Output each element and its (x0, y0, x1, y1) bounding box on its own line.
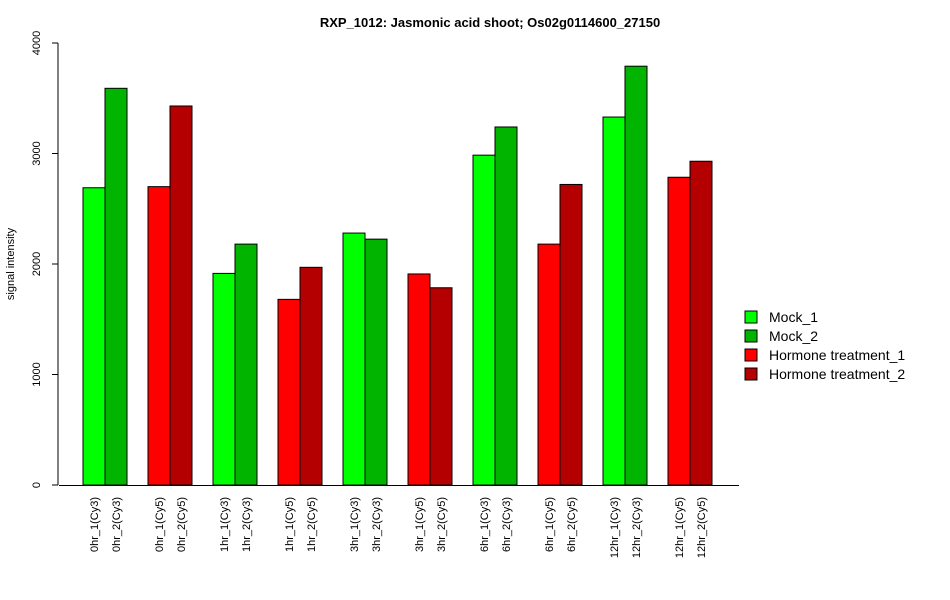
x-tick-label: 1hr_2(Cy3) (241, 497, 253, 552)
y-tick-label: 3000 (31, 141, 43, 165)
legend-label: Hormone treatment_2 (769, 366, 905, 382)
x-tick-label: 3hr_1(Cy3) (349, 497, 361, 552)
legend-label: Hormone treatment_1 (769, 347, 905, 363)
x-tick-label: 12hr_2(Cy3) (631, 497, 643, 558)
x-tick-label: 12hr_1(Cy5) (674, 497, 686, 558)
bar (667, 176, 691, 486)
bars-group (82, 65, 713, 486)
legend-label: Mock_1 (769, 309, 818, 325)
bar (147, 186, 171, 486)
bar (342, 232, 366, 486)
bar (299, 266, 323, 486)
x-tick-label: 12hr_2(Cy5) (696, 497, 708, 558)
bar (169, 105, 193, 486)
x-tick-label: 6hr_2(Cy3) (501, 497, 513, 552)
y-axis: 0 1000 2000 3000 4000 (31, 31, 59, 488)
legend: Mock_1 Mock_2 Hormone treatment_1 Hormone t… (744, 309, 905, 382)
chart-title: RXP_1012: Jasmonic acid shoot; Os02g0114… (320, 15, 660, 30)
legend-swatch (744, 367, 758, 381)
legend-label: Mock_2 (769, 328, 818, 344)
bar (537, 243, 561, 486)
bar (364, 238, 388, 486)
bar (407, 273, 431, 486)
x-tick-label: 0hr_1(Cy3) (89, 497, 101, 552)
x-tick-label: 3hr_1(Cy5) (414, 497, 426, 552)
bar (689, 160, 713, 486)
x-tick-label: 12hr_1(Cy3) (609, 497, 621, 558)
bar (494, 126, 518, 486)
legend-swatch (744, 310, 758, 324)
bar (472, 154, 496, 486)
x-tick-label: 1hr_1(Cy5) (284, 497, 296, 552)
bar (559, 183, 583, 486)
y-tick-label: 4000 (31, 31, 43, 55)
x-tick-label: 0hr_2(Cy3) (111, 497, 123, 552)
x-tick-label: 1hr_2(Cy5) (306, 497, 318, 552)
x-tick-labels: 0hr_1(Cy3) 0hr_2(Cy3) 0hr_1(Cy5) 0hr_2(Cy5)… (89, 497, 708, 558)
x-tick-label: 6hr_1(Cy5) (544, 497, 556, 552)
x-tick-label: 3hr_2(Cy3) (371, 497, 383, 552)
x-tick-label: 3hr_2(Cy5) (436, 497, 448, 552)
bar (624, 65, 648, 486)
x-tick-label: 0hr_1(Cy5) (154, 497, 166, 552)
bar (82, 187, 106, 486)
y-tick-label: 2000 (31, 252, 43, 276)
x-tick-label: 6hr_1(Cy3) (479, 497, 491, 552)
x-tick-label: 6hr_2(Cy5) (566, 497, 578, 552)
legend-swatch (744, 329, 758, 343)
legend-swatch (744, 348, 758, 362)
x-tick-label: 0hr_2(Cy5) (176, 497, 188, 552)
bar (104, 87, 128, 486)
bar (277, 298, 301, 486)
y-tick-label: 1000 (31, 362, 43, 386)
x-tick-label: 1hr_1(Cy3) (219, 497, 231, 552)
bar (602, 116, 626, 486)
y-axis-label: signal intensity (5, 227, 17, 300)
bar (234, 243, 258, 486)
bar (212, 272, 236, 486)
y-tick-label: 0 (31, 482, 43, 488)
bar (429, 287, 453, 486)
